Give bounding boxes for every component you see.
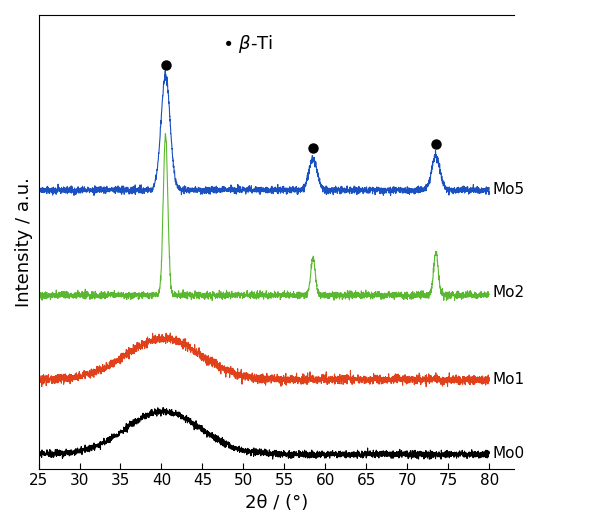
- X-axis label: 2θ / (°): 2θ / (°): [245, 494, 308, 512]
- Y-axis label: Intensity / a.u.: Intensity / a.u.: [15, 177, 33, 307]
- Text: Mo0: Mo0: [493, 446, 524, 461]
- Text: Mo1: Mo1: [493, 372, 524, 386]
- Text: $\bullet$ $\it{\beta}$-Ti: $\bullet$ $\it{\beta}$-Ti: [222, 33, 273, 55]
- Text: Mo5: Mo5: [493, 182, 524, 197]
- Text: Mo2: Mo2: [493, 286, 524, 300]
